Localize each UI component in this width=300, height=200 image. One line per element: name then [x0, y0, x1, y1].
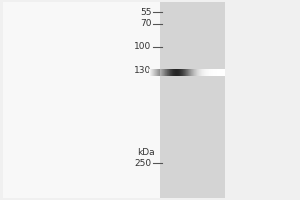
Text: 70: 70 — [140, 19, 152, 28]
Text: kDa: kDa — [137, 148, 154, 157]
Text: 100: 100 — [134, 42, 152, 51]
Bar — [225, 2, 297, 198]
Text: 250: 250 — [134, 159, 152, 168]
Bar — [160, 2, 225, 198]
Text: 130: 130 — [134, 66, 152, 75]
Bar — [3, 2, 160, 198]
Text: 55: 55 — [140, 8, 152, 17]
